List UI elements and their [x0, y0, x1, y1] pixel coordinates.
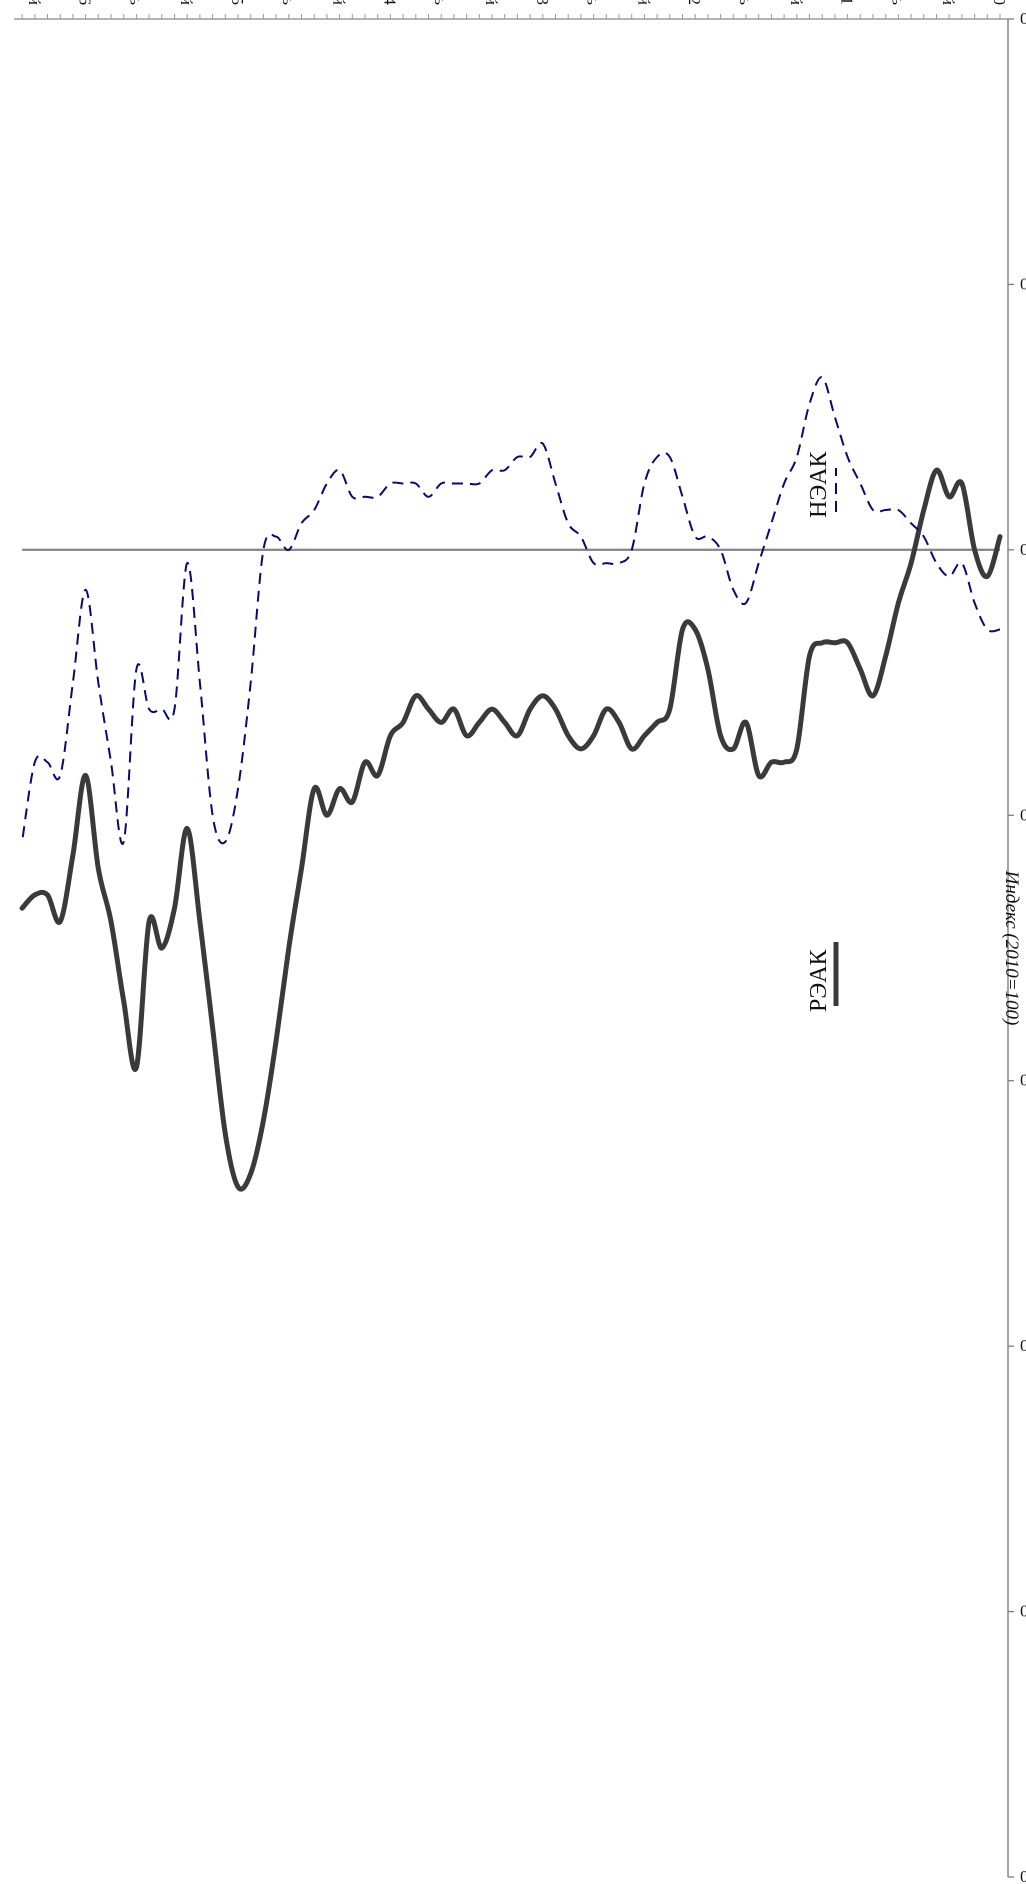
y-tick-label: 90 — [1020, 274, 1026, 293]
x-tick-label: Январь'12 — [685, 0, 704, 5]
x-tick-label: Май — [482, 0, 501, 5]
x-tick-label: Сентябрь — [279, 0, 298, 5]
y-tick-label: 140 — [1020, 1602, 1026, 1621]
x-tick-label: Январь'11 — [838, 0, 857, 5]
y-axis-title: Индекс (2010=100) — [1001, 870, 1022, 1026]
x-tick-label: Сентябрь — [431, 0, 450, 5]
series-line-reak — [19, 467, 1003, 1192]
x-tick-label: Сентябрь — [126, 0, 145, 5]
legend-label-neak: НЭАК — [806, 450, 832, 518]
y-tick-label: 110 — [1020, 805, 1026, 824]
x-tick-label: Сентябрь — [888, 0, 907, 5]
x-tick-label: Май — [330, 0, 349, 5]
rotated-plot: 80 90 100 110 120 130 140 150 Январь'10 Май Сентяб… — [14, 0, 1026, 1884]
x-tick-label: Май — [939, 0, 958, 5]
y-tick-label: 80 — [1020, 9, 1026, 28]
x-tick-label: Январь'16 — [76, 0, 95, 5]
x-tick-label: Май — [25, 0, 44, 5]
y-tick-label: 130 — [1020, 1336, 1026, 1355]
x-tick-label: Январь'13 — [533, 0, 552, 5]
x-tick-label: Май — [787, 0, 806, 5]
legend-label-reak: РЭАК — [806, 948, 832, 1012]
x-tick-label: Сентябрь — [736, 0, 755, 5]
x-tick-label: Май — [177, 0, 196, 5]
x-tick-label: Сентябрь — [584, 0, 603, 5]
series-line-neak — [21, 376, 1001, 846]
y-tick-label: 150 — [1020, 1867, 1026, 1884]
x-tick-label: Январь'10 — [990, 0, 1009, 5]
x-tick-label: Январь'15 — [228, 0, 247, 5]
y-tick-label: 120 — [1020, 1071, 1026, 1090]
x-tick-label: Январь'14 — [380, 0, 399, 5]
x-tick-label: Май — [634, 0, 653, 5]
y-tick-label: 100 — [1020, 540, 1026, 559]
